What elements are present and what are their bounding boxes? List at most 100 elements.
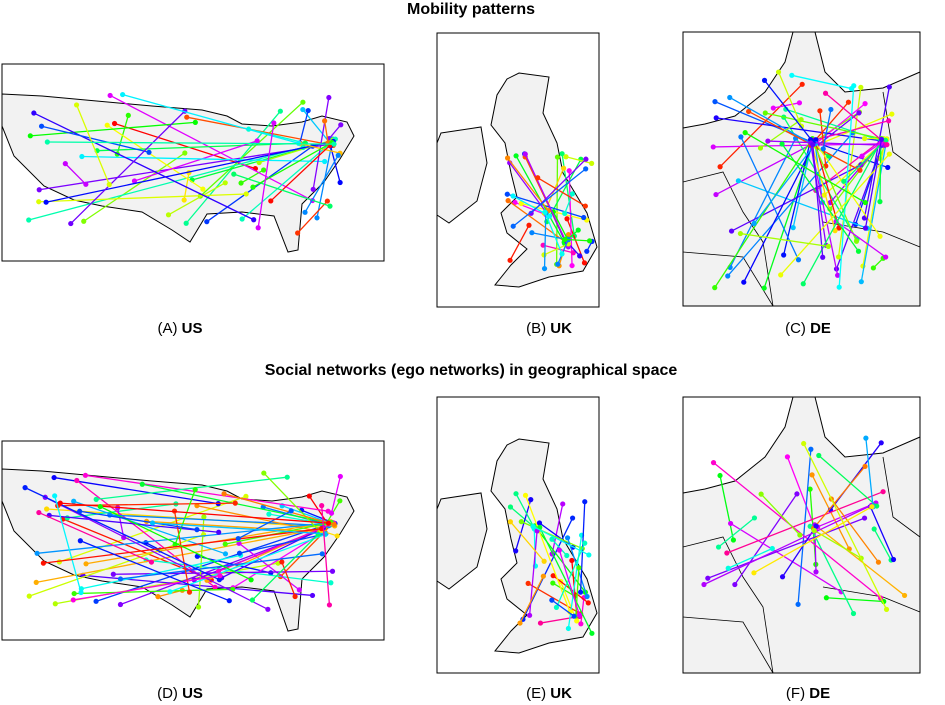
panel-region: US xyxy=(182,320,203,337)
location xyxy=(504,191,510,197)
trajectory xyxy=(509,521,545,562)
location xyxy=(737,230,744,237)
location xyxy=(222,180,228,186)
location xyxy=(117,576,124,582)
location xyxy=(43,199,49,205)
location xyxy=(712,99,718,105)
location xyxy=(823,595,829,601)
location xyxy=(877,233,883,239)
trajectory xyxy=(515,499,532,552)
location xyxy=(319,551,325,557)
location xyxy=(883,254,889,260)
location xyxy=(765,138,771,144)
trajectory xyxy=(865,438,874,507)
location xyxy=(589,160,595,166)
trajectory xyxy=(715,142,815,196)
location xyxy=(325,520,332,526)
trajectory xyxy=(707,517,865,579)
location xyxy=(710,144,716,150)
trajectory xyxy=(555,542,586,608)
location xyxy=(728,228,735,234)
location xyxy=(192,487,198,493)
location xyxy=(878,136,885,142)
panel-label: (C) xyxy=(785,320,806,337)
trajectory xyxy=(822,109,832,149)
trajectory xyxy=(54,495,82,593)
location xyxy=(331,521,337,528)
location xyxy=(565,625,572,632)
trajectory xyxy=(74,588,233,595)
trajectory xyxy=(515,493,535,527)
location xyxy=(559,251,565,257)
location xyxy=(553,604,560,611)
trajectory xyxy=(780,153,890,276)
location xyxy=(125,112,131,118)
trajectory xyxy=(802,139,883,285)
location xyxy=(36,187,42,193)
trajectory xyxy=(565,156,592,165)
location xyxy=(155,594,161,600)
location xyxy=(300,99,306,105)
trajectory xyxy=(109,514,329,527)
trajectory xyxy=(532,525,590,556)
location xyxy=(82,472,89,478)
location xyxy=(222,541,228,547)
trajectory xyxy=(49,514,219,533)
trajectory xyxy=(24,487,220,581)
trajectory xyxy=(716,117,881,142)
location xyxy=(817,108,823,114)
panel-caption: (B) UK xyxy=(526,320,572,337)
location xyxy=(517,620,523,626)
location xyxy=(855,248,862,254)
location xyxy=(106,181,112,188)
location xyxy=(586,552,592,558)
location xyxy=(165,212,172,218)
location xyxy=(746,108,752,115)
location xyxy=(577,253,583,259)
location xyxy=(271,120,277,126)
trajectory xyxy=(743,139,817,283)
location xyxy=(901,592,908,599)
trajectory xyxy=(183,172,190,201)
location xyxy=(200,186,206,192)
location xyxy=(886,84,892,90)
location xyxy=(529,230,535,236)
trajectory xyxy=(169,533,326,593)
location xyxy=(828,106,834,113)
trajectory xyxy=(873,528,892,561)
location xyxy=(309,592,316,599)
trajectory xyxy=(726,491,884,554)
location xyxy=(836,225,842,231)
location xyxy=(857,167,863,173)
location xyxy=(201,514,207,520)
location xyxy=(512,199,518,206)
location xyxy=(51,474,57,481)
trajectory xyxy=(330,476,341,514)
location xyxy=(862,225,869,231)
trajectory xyxy=(33,112,254,221)
location xyxy=(319,503,325,509)
location xyxy=(717,164,723,170)
panel-caption: (A) US xyxy=(157,320,202,337)
location xyxy=(528,210,534,216)
location xyxy=(79,153,85,160)
location xyxy=(97,503,103,510)
trajectory xyxy=(537,177,586,207)
location xyxy=(217,573,223,579)
trajectory xyxy=(551,538,568,556)
location xyxy=(556,547,563,553)
panel-caption: (E) UK xyxy=(526,685,572,702)
trajectory xyxy=(519,575,544,624)
location xyxy=(845,99,852,105)
location xyxy=(858,279,864,285)
trajectory xyxy=(860,139,888,282)
trajectory xyxy=(507,200,566,243)
location xyxy=(324,198,330,204)
location xyxy=(589,630,595,636)
trajectory xyxy=(134,140,258,182)
location xyxy=(248,577,254,583)
trajectory xyxy=(328,124,342,140)
location xyxy=(835,272,841,278)
location xyxy=(809,472,815,478)
location xyxy=(783,106,789,112)
